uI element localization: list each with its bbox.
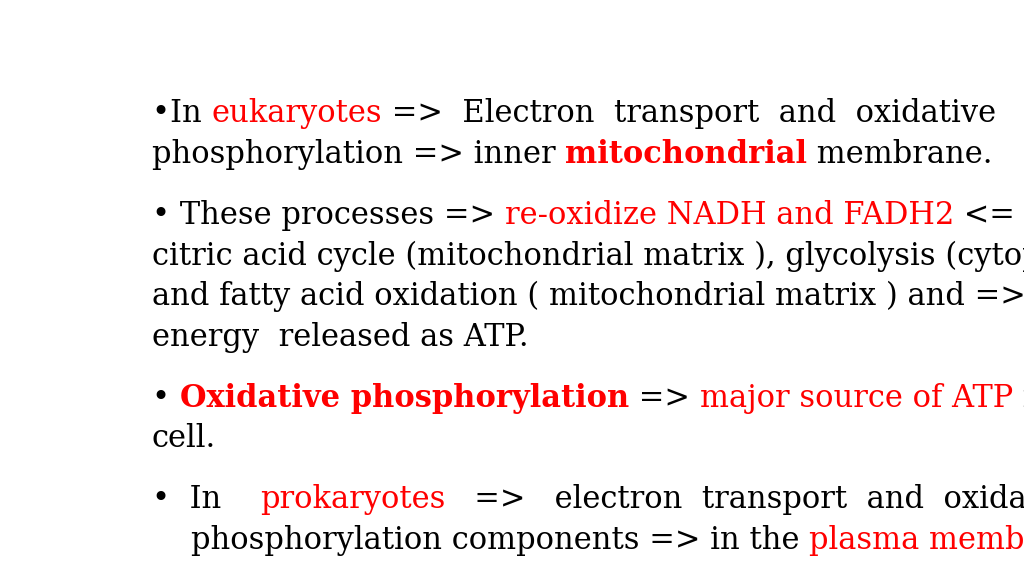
Text: in  the: in the — [1013, 382, 1024, 414]
Text: prokaryotes: prokaryotes — [260, 484, 445, 516]
Text: energy  released as ATP.: energy released as ATP. — [152, 322, 528, 353]
Text: membrane.: membrane. — [807, 139, 992, 170]
Text: phosphorylation components => in the: phosphorylation components => in the — [152, 525, 809, 556]
Text: Oxidative phosphorylation: Oxidative phosphorylation — [179, 382, 629, 414]
Text: cell.: cell. — [152, 423, 216, 454]
Text: major source of ATP: major source of ATP — [699, 382, 1013, 414]
Text: plasma membrane: plasma membrane — [809, 525, 1024, 556]
Text: <= from the: <= from the — [954, 199, 1024, 230]
Text: mitochondrial: mitochondrial — [565, 139, 807, 170]
Text: =>   electron  transport  and  oxidative: => electron transport and oxidative — [445, 484, 1024, 516]
Text: citric acid cycle (mitochondrial matrix ), glycolysis (cytoplasm ): citric acid cycle (mitochondrial matrix … — [152, 240, 1024, 271]
Text: =>: => — [629, 382, 699, 414]
Text: •: • — [152, 382, 179, 414]
Text: phosphorylation => inner: phosphorylation => inner — [152, 139, 565, 170]
Text: =>  Electron  transport  and  oxidative: => Electron transport and oxidative — [382, 98, 996, 129]
Text: • These processes =>: • These processes => — [152, 199, 505, 230]
Text: •  In: • In — [152, 484, 260, 516]
Text: •In: •In — [152, 98, 211, 129]
Text: re-oxidize NADH and FADH2: re-oxidize NADH and FADH2 — [505, 199, 954, 230]
Text: and fatty acid oxidation ( mitochondrial matrix ) and => trap the: and fatty acid oxidation ( mitochondrial… — [152, 281, 1024, 312]
Text: eukaryotes: eukaryotes — [211, 98, 382, 129]
